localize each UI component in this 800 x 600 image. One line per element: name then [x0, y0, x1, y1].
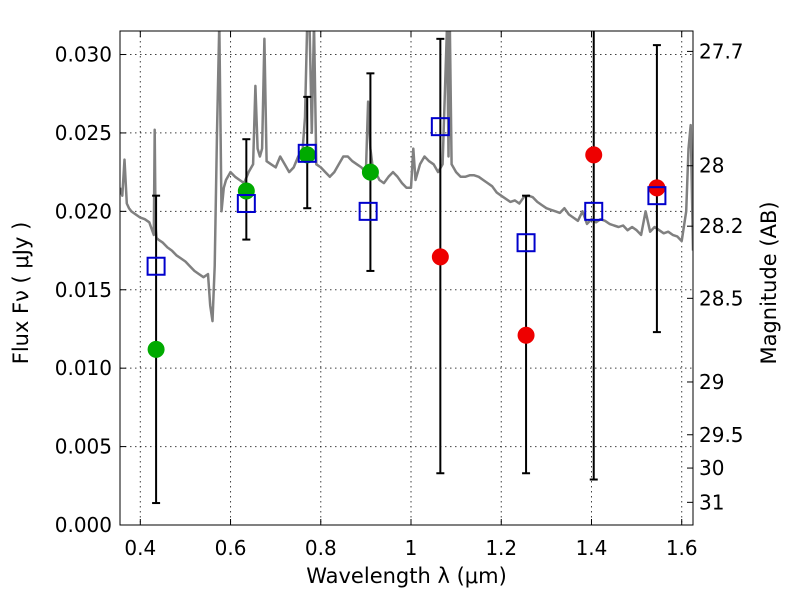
circle-point	[517, 326, 535, 344]
circle-point	[298, 146, 316, 164]
right-tick-label: 31	[699, 490, 724, 514]
square-point	[358, 201, 378, 221]
square-point	[584, 201, 604, 221]
right-tick-label: 30	[699, 456, 724, 480]
x-tick-label: 0.4	[124, 536, 156, 560]
error-bar	[589, 31, 598, 481]
square-point	[647, 186, 667, 206]
y-tick-label: 0.010	[55, 356, 112, 380]
spectrum-line	[120, 31, 693, 323]
x-axis-label: Wavelength λ (μm)	[306, 564, 507, 588]
x-tick-label: 1.2	[485, 536, 517, 560]
square-point	[430, 117, 450, 137]
x-tick-label: 1.6	[666, 536, 698, 560]
grid-lines	[120, 31, 693, 526]
y-tick-label: 0.020	[55, 199, 112, 223]
circle-point	[431, 248, 449, 266]
right-tick-label: 28	[699, 154, 724, 178]
y-axis-label: Flux Fν ( μJy )	[9, 222, 33, 365]
tick-labels: 0.4 0.6 0.8 1 1.2 1.4 1.6 0.000 0.005 0.010 0.015 0…	[55, 39, 744, 560]
square-point	[146, 256, 166, 276]
right-tick-label: 29	[699, 370, 724, 394]
square-point	[236, 194, 256, 214]
right-axis-label: Magnitude (AB)	[757, 201, 781, 364]
circle-point	[147, 340, 165, 358]
square-point	[516, 233, 536, 253]
x-tick-label: 0.8	[305, 536, 337, 560]
right-tick-label: 27.7	[699, 39, 744, 63]
x-tick-label: 0.6	[215, 536, 247, 560]
y-tick-label: 0.030	[55, 43, 112, 67]
right-tick-label: 28.2	[699, 214, 744, 238]
y-tick-label: 0.025	[55, 121, 112, 145]
circle-point	[585, 146, 603, 164]
right-tick-label: 29.5	[699, 423, 744, 447]
square-point	[297, 143, 317, 163]
y-tick-label: 0.015	[55, 278, 112, 302]
x-tick-label: 1	[405, 536, 418, 560]
right-tick-label: 28.5	[699, 286, 744, 310]
axes-frame	[119, 30, 694, 526]
y-tick-label: 0.005	[55, 435, 112, 459]
plot-data	[120, 31, 693, 323]
circle-point	[237, 182, 255, 200]
y-tick-label: 0.000	[55, 513, 112, 537]
markers-layer	[146, 31, 667, 505]
tick-marks	[120, 31, 693, 526]
circle-point	[361, 163, 379, 181]
x-tick-label: 1.4	[576, 536, 608, 560]
